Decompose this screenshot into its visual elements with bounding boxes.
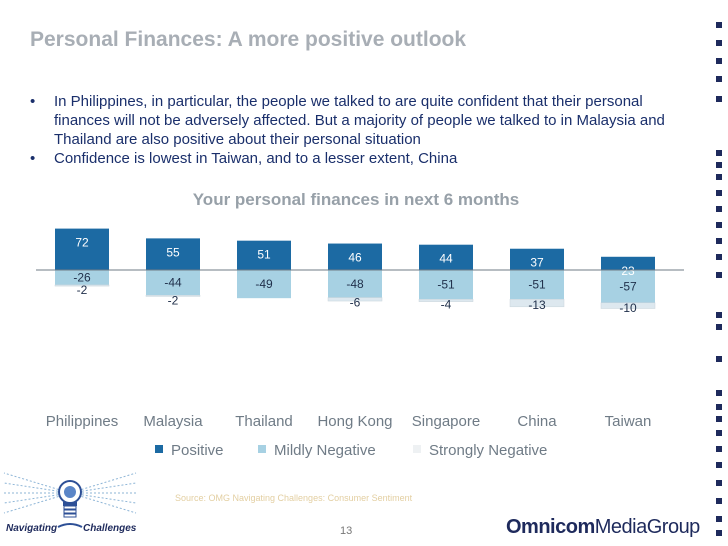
decorative-squares <box>716 22 722 536</box>
legend-item-mildly-negative: Mildly Negative <box>258 442 376 459</box>
bar-mildly-negative <box>146 270 200 296</box>
data-label-strongly-negative: -13 <box>528 298 546 312</box>
data-label-positive: 44 <box>439 252 453 266</box>
category-tick-label: Taiwan <box>605 413 652 430</box>
bar-strongly-negative <box>418 299 474 302</box>
logo-word-challenges: Challenges <box>83 523 137 534</box>
bar-positive <box>328 243 382 270</box>
bar-mildly-negative <box>419 270 473 300</box>
chart-title: Your personal finances in next 6 months <box>192 190 520 209</box>
legend-swatch-positive <box>155 445 163 453</box>
bar-mildly-negative <box>328 270 382 298</box>
bar-mildly-negative <box>237 270 291 299</box>
bar-positive <box>146 238 200 270</box>
category-tick-label: Malaysia <box>143 413 203 430</box>
data-label-strongly-negative: -10 <box>619 301 637 315</box>
bar-positive <box>510 248 564 270</box>
data-label-positive: 37 <box>530 256 544 270</box>
category-tick-label: Hong Kong <box>317 413 392 430</box>
legend-item-positive: Positive <box>155 442 224 459</box>
data-label-positive: 46 <box>348 251 362 265</box>
data-label-positive: 55 <box>166 245 180 259</box>
bar-positive <box>237 240 291 270</box>
bar-strongly-negative <box>509 299 565 308</box>
bar-positive <box>419 244 473 270</box>
data-label-positive: 23 <box>621 264 635 278</box>
page-title: Personal Finances: A more positive outlo… <box>30 28 467 51</box>
bar-mildly-negative <box>601 270 655 303</box>
bar-strongly-negative <box>145 295 201 297</box>
data-label-strongly-negative: -6 <box>350 296 361 310</box>
decorative-square-pattern <box>716 22 722 536</box>
bullet-list: In Philippines, in particular, the peopl… <box>30 92 670 168</box>
bar-strongly-negative <box>600 302 656 309</box>
navigating-challenges-logo: Navigating Challenges <box>3 472 137 534</box>
legend-swatch-mildly-negative <box>258 445 266 453</box>
lighthouse-icon <box>3 472 137 528</box>
bar-strongly-negative <box>327 297 383 302</box>
legend-item-strongly-negative: Strongly Negative <box>413 442 547 459</box>
category-tick-label: China <box>517 413 557 430</box>
logo-word-navigating: Navigating <box>6 523 57 534</box>
data-label-mildly-negative: -48 <box>346 277 364 291</box>
data-label-mildly-negative: -26 <box>73 270 91 284</box>
data-label-positive: 51 <box>257 248 271 262</box>
bar-strongly-negative <box>54 284 110 287</box>
legend-label-positive: Positive <box>171 442 224 459</box>
bar-mildly-negative <box>55 270 109 285</box>
data-label-mildly-negative: -44 <box>164 276 182 290</box>
legend-label-mildly-negative: Mildly Negative <box>274 442 376 459</box>
bar-mildly-negative <box>510 270 564 300</box>
category-tick-label: Philippines <box>46 413 119 430</box>
data-label-mildly-negative: -51 <box>437 278 455 292</box>
category-tick-label: Thailand <box>235 413 293 430</box>
page-number: 13 <box>340 525 353 537</box>
legend-label-strongly-negative: Strongly Negative <box>429 442 548 459</box>
data-label-mildly-negative: -49 <box>255 277 273 291</box>
data-label-mildly-negative: -57 <box>619 279 637 293</box>
bar-chart: 72-26-2Philippines55-44-2Malaysia51-49Th… <box>36 228 684 430</box>
bullet-item: In Philippines, in particular, the peopl… <box>30 92 670 149</box>
data-label-mildly-negative: -51 <box>528 278 546 292</box>
omnicom-logo-light: MediaGroup <box>594 516 701 538</box>
data-label-strongly-negative: -2 <box>77 283 88 297</box>
omnicom-logo-bold: Omnicom <box>506 516 595 538</box>
data-label-strongly-negative: -2 <box>168 293 179 307</box>
data-label-strongly-negative: -4 <box>441 297 452 311</box>
bullet-item: Confidence is lowest in Taiwan, and to a… <box>30 149 670 168</box>
category-tick-label: Singapore <box>412 413 480 430</box>
legend-swatch-strongly-negative <box>413 445 421 453</box>
bar-positive <box>55 228 109 270</box>
data-label-positive: 72 <box>75 236 89 250</box>
source-note: Source: OMG Navigating Challenges: Consu… <box>175 493 413 503</box>
omnicom-logo: OmnicomMediaGroup <box>506 516 700 539</box>
bar-positive <box>601 256 655 270</box>
